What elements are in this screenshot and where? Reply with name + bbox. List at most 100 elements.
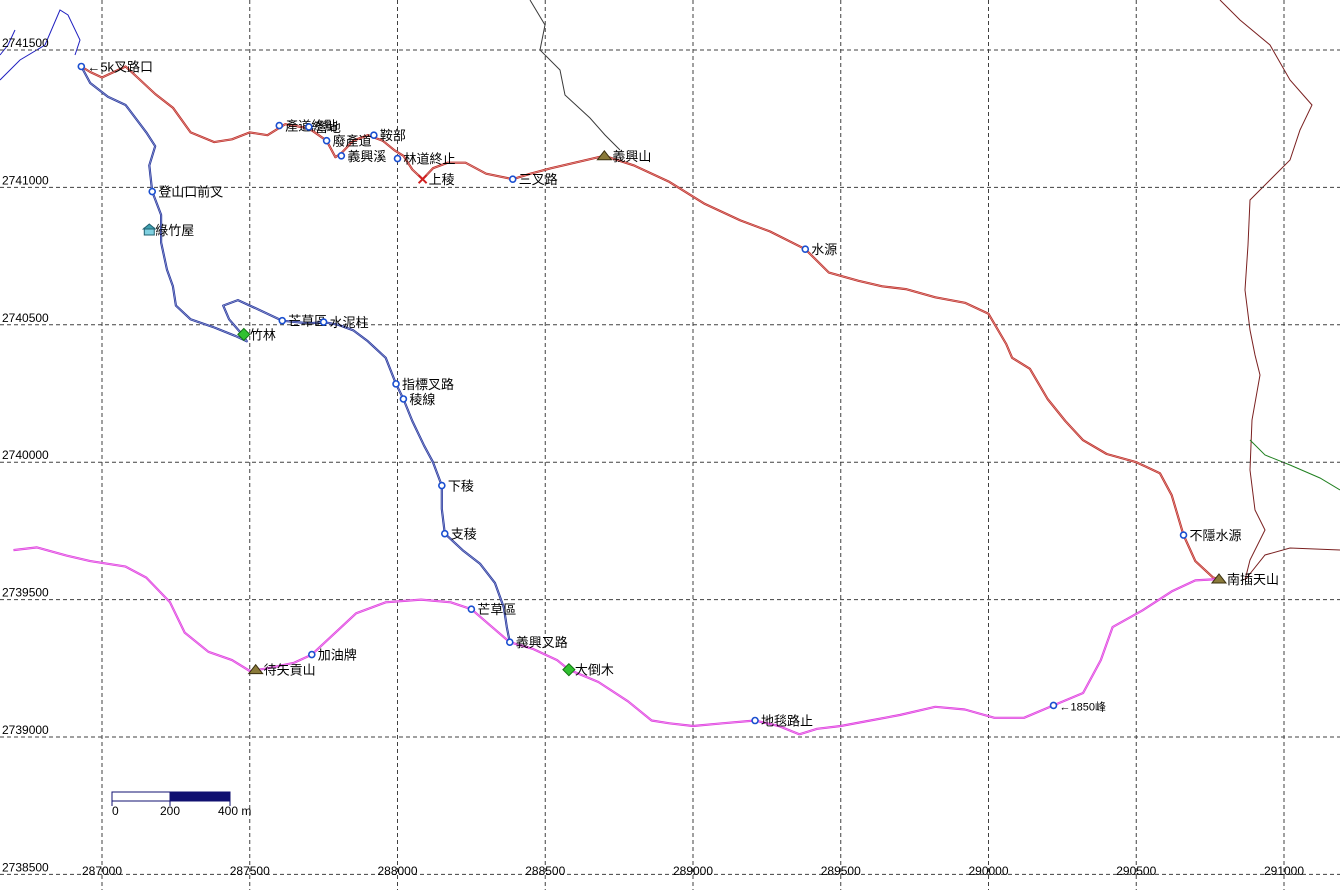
waypoint[interactable]: 義興叉路 bbox=[505, 635, 568, 650]
y-tick-label: 2739000 bbox=[2, 723, 49, 737]
peak-icon bbox=[1210, 573, 1228, 584]
dot-icon bbox=[370, 131, 378, 139]
y-tick-label: 2740000 bbox=[2, 448, 49, 462]
peak-icon bbox=[247, 663, 264, 675]
tree-icon bbox=[237, 327, 251, 342]
dot-icon bbox=[337, 151, 346, 160]
dot-icon bbox=[1179, 531, 1188, 539]
scale-bar-segment-1 bbox=[111, 791, 171, 802]
waypoint[interactable]: 義興溪 bbox=[337, 149, 386, 164]
waypoint[interactable]: 芒草區 bbox=[278, 314, 327, 329]
dot-icon bbox=[148, 187, 157, 196]
waypoint[interactable]: 三叉路 bbox=[508, 172, 558, 187]
dot-icon bbox=[438, 481, 446, 490]
waypoint[interactable]: ←1850峰 bbox=[1049, 700, 1106, 713]
waypoint[interactable]: 指標叉路 bbox=[392, 377, 454, 392]
dot-icon bbox=[505, 638, 514, 646]
gps-tracks bbox=[13, 65, 1220, 736]
boundary-line-green bbox=[1249, 439, 1340, 491]
waypoint[interactable]: 下稜 bbox=[438, 479, 474, 494]
waypoint-label: 加油牌 bbox=[318, 648, 357, 663]
scale-bar-label-400: 400 m bbox=[218, 804, 251, 818]
waypoint-label: 水源 bbox=[811, 242, 837, 257]
waypoint[interactable]: 大倒木 bbox=[562, 663, 614, 678]
y-tick-label: 2741000 bbox=[2, 173, 49, 187]
waypoint[interactable]: 廢產道 bbox=[322, 134, 372, 149]
waypoint[interactable]: 支稜 bbox=[440, 527, 477, 542]
red-track-highlight bbox=[81, 66, 1220, 580]
dot-icon bbox=[508, 175, 517, 183]
waypoint-label: 待矢貢山 bbox=[264, 663, 316, 678]
dot-icon bbox=[440, 529, 449, 538]
waypoint[interactable]: 營地 bbox=[305, 120, 341, 135]
house-roof bbox=[141, 223, 157, 230]
dot-icon bbox=[308, 650, 316, 659]
waypoint[interactable]: 鞍部 bbox=[370, 128, 406, 143]
dot-icon bbox=[393, 154, 402, 163]
dot-icon bbox=[305, 123, 313, 131]
waypoint[interactable]: 林道終止 bbox=[393, 152, 456, 167]
waypoint[interactable]: 待矢貢山 bbox=[247, 663, 316, 678]
x-tick-label: 290500 bbox=[1116, 864, 1156, 878]
waypoint-label: ←1850峰 bbox=[1060, 700, 1106, 713]
waypoint-label: 指標叉路 bbox=[402, 377, 454, 392]
x-tick-label: 288000 bbox=[377, 864, 417, 878]
boundary-line-maroon bbox=[1219, 0, 1313, 581]
waypoint[interactable]: 水源 bbox=[801, 242, 837, 257]
waypoint[interactable]: 登山口前叉 bbox=[148, 185, 223, 200]
cross-icon bbox=[417, 174, 428, 184]
waypoint[interactable]: 地毯路止 bbox=[751, 714, 813, 729]
waypoint[interactable]: 上稜 bbox=[417, 172, 455, 187]
waypoint-label: 綠竹屋 bbox=[155, 223, 194, 238]
waypoint-label: 竹林 bbox=[250, 327, 276, 342]
red-track bbox=[80, 65, 1220, 581]
boundary-line-maroon-2 bbox=[1244, 547, 1340, 581]
waypoint-label: 地毯路止 bbox=[761, 714, 813, 729]
magenta-track bbox=[13, 546, 1220, 736]
waypoint[interactable]: 水泥柱 bbox=[319, 315, 369, 330]
waypoint-label: 支稜 bbox=[451, 527, 477, 542]
x-tick-label: 287000 bbox=[82, 864, 122, 878]
boundary-line-dark bbox=[529, 0, 621, 151]
waypoint[interactable]: 芒草區 bbox=[467, 602, 516, 617]
waypoint-label: 登山口前叉 bbox=[158, 185, 223, 200]
waypoint-label: ←5k叉路口 bbox=[87, 59, 153, 74]
waypoint-label: 林道終止 bbox=[404, 152, 456, 167]
waypoints: ←5k叉路口產道終點營地鞍部廢產道義興溪林道終止上稜三叉路義興山登山口前叉綠竹屋… bbox=[77, 59, 1279, 729]
x-tick-label: 290000 bbox=[968, 864, 1008, 878]
waypoint[interactable]: 加油牌 bbox=[308, 648, 357, 663]
waypoint-label: 廢產道 bbox=[333, 134, 372, 149]
y-tick-label: 2739500 bbox=[2, 586, 49, 600]
x-tick-label: 287500 bbox=[230, 864, 270, 878]
waypoint[interactable]: 不隱水源 bbox=[1179, 528, 1242, 543]
waypoint-label: 義興叉路 bbox=[516, 635, 568, 650]
waypoint-label: 上稜 bbox=[429, 172, 455, 187]
scale-bar-label-200: 200 bbox=[160, 804, 180, 818]
waypoint-label: 稜線 bbox=[409, 392, 435, 407]
dot-icon bbox=[319, 318, 328, 326]
waypoint-label: 芒草區 bbox=[288, 314, 327, 329]
x-tick-label: 289000 bbox=[673, 864, 713, 878]
waypoint[interactable]: ←5k叉路口 bbox=[77, 59, 153, 74]
dot-icon bbox=[751, 716, 759, 725]
waypoint-label: 水泥柱 bbox=[330, 315, 369, 330]
y-tick-label: 2738500 bbox=[2, 860, 49, 874]
dot-icon bbox=[77, 62, 86, 71]
waypoint[interactable]: 竹林 bbox=[237, 327, 276, 342]
y-tick-label: 2741500 bbox=[2, 36, 49, 50]
waypoint[interactable]: 稜線 bbox=[399, 392, 435, 407]
dot-icon bbox=[392, 380, 400, 388]
waypoint-label: 下稜 bbox=[448, 479, 474, 494]
waypoint-label: 大倒木 bbox=[575, 663, 614, 678]
boundary-line-blue bbox=[0, 9, 81, 81]
waypoint-label: 南插天山 bbox=[1227, 572, 1279, 587]
scale-bar-label-0: 0 bbox=[112, 804, 119, 818]
waypoint[interactable]: 義興山 bbox=[596, 149, 651, 164]
waypoint[interactable]: 綠竹屋 bbox=[141, 223, 194, 238]
waypoint-label: 芒草區 bbox=[477, 602, 516, 617]
dot-icon bbox=[275, 121, 284, 130]
waypoint[interactable]: 南插天山 bbox=[1210, 572, 1279, 587]
